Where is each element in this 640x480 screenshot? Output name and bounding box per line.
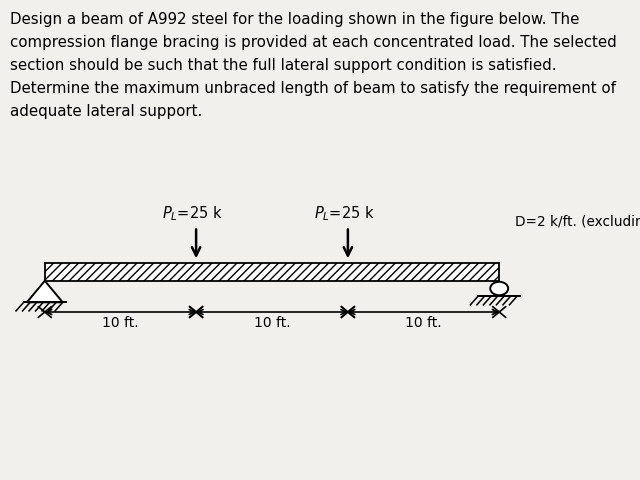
Text: compression flange bracing is provided at each concentrated load. The selected: compression flange bracing is provided a…: [10, 35, 616, 50]
Text: Determine the maximum unbraced length of beam to satisfy the requirement of: Determine the maximum unbraced length of…: [10, 81, 616, 96]
Text: 10 ft.: 10 ft.: [253, 316, 291, 330]
Circle shape: [490, 282, 508, 295]
Text: section should be such that the full lateral support condition is satisfied.: section should be such that the full lat…: [10, 58, 556, 73]
Text: $P_L$=25 k: $P_L$=25 k: [314, 204, 375, 223]
Text: Design a beam of A992 steel for the loading shown in the figure below. The: Design a beam of A992 steel for the load…: [10, 12, 579, 27]
Text: adequate lateral support.: adequate lateral support.: [10, 104, 202, 119]
Text: $P_L$=25 k: $P_L$=25 k: [163, 204, 223, 223]
Bar: [45, 263, 499, 281]
Text: 10 ft.: 10 ft.: [102, 316, 139, 330]
Text: 10 ft.: 10 ft.: [405, 316, 442, 330]
Text: D=2 k/ft. (excluding weight): D=2 k/ft. (excluding weight): [515, 215, 640, 229]
Bar: [45, 263, 499, 281]
Polygon shape: [27, 281, 63, 302]
